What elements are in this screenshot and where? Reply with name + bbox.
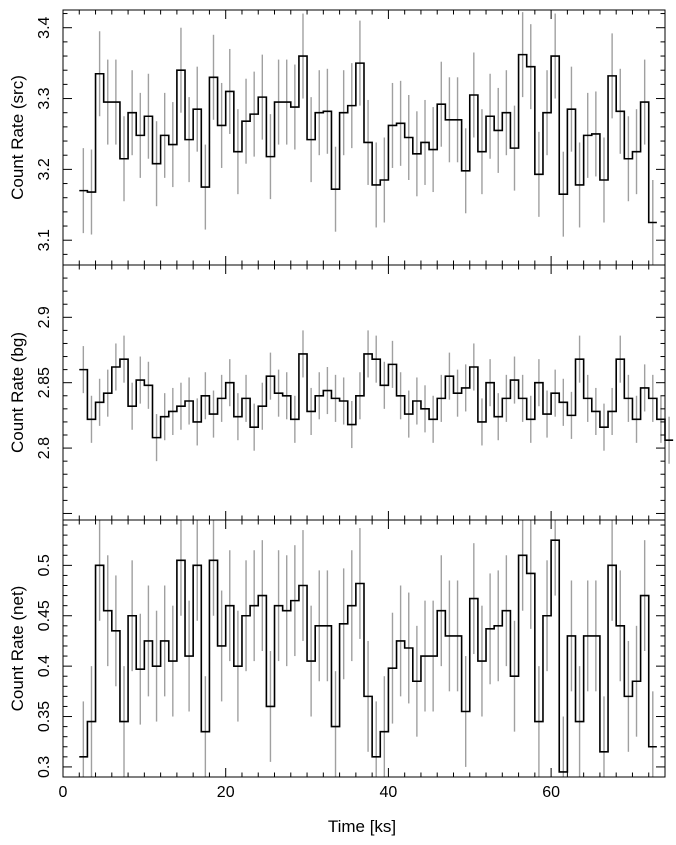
y-tick-label: 0.4	[36, 655, 53, 677]
lightcurve-step	[79, 539, 657, 773]
y-axis-title: Count Rate (net)	[8, 586, 27, 712]
y-tick-label: 0.3	[36, 756, 53, 778]
y-tick-label: 0.45	[36, 600, 53, 631]
y-tick-label: 2.85	[36, 367, 53, 398]
y-axis-title: Count Rate (bg)	[8, 332, 27, 453]
x-ticks	[62, 265, 666, 520]
lightcurve-step	[79, 53, 657, 224]
y-tick-label: 0.5	[36, 554, 53, 576]
panels-layer: 3.1 3.2 3.3 3.4 Count Rate (src) 2.8 2.85 2.9 Co…	[8, 9, 674, 778]
y-ticks	[63, 524, 665, 778]
y-tick-label: 3.4	[36, 16, 53, 38]
panel-frame	[62, 519, 666, 778]
panel-1: 3.1 3.2 3.3 3.4 Count Rate (src)	[8, 9, 666, 266]
y-tick-label: 0.35	[36, 701, 53, 732]
x-axis-title: Time [ks]	[328, 817, 396, 836]
panel-3: 0.3 0.35 0.4 0.45 0.5 Count Rate (net)	[8, 519, 666, 778]
panel-2: 2.8 2.85 2.9 Count Rate (bg)	[8, 264, 674, 521]
x-tick-label: 0	[59, 784, 68, 801]
x-tick-label: 60	[542, 784, 560, 801]
y-ticks	[63, 13, 665, 255]
y-tick-label: 2.9	[36, 306, 53, 328]
x-ticks	[62, 10, 666, 265]
x-tick-label: 20	[217, 784, 235, 801]
y-tick-label: 3.3	[36, 87, 53, 109]
y-axis-title: Count Rate (src)	[8, 75, 27, 200]
x-ticks	[62, 520, 666, 777]
y-tick-label: 2.8	[36, 437, 53, 459]
x-tick-label: 40	[380, 784, 398, 801]
y-ticks	[63, 264, 665, 514]
x-axis-labels: 0 20 40 60	[59, 784, 561, 801]
y-tick-label: 3.2	[36, 158, 53, 180]
y-tick-label: 3.1	[36, 229, 53, 251]
lightcurve-step	[79, 353, 674, 442]
error-bars	[82, 330, 670, 464]
